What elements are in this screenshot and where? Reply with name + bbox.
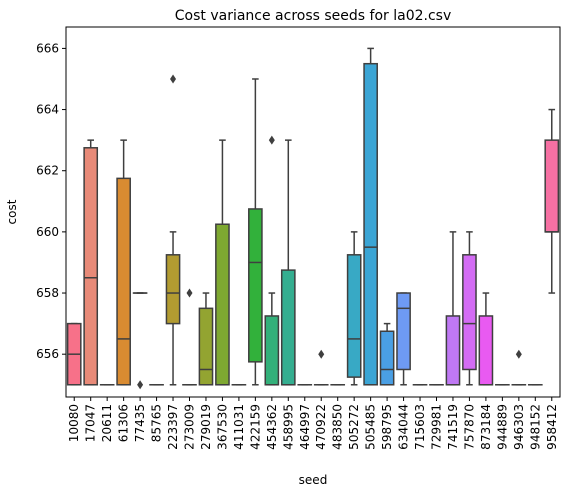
outlier — [137, 380, 144, 390]
x-tick-label: 598795 — [380, 404, 394, 450]
outlier — [186, 288, 193, 298]
box — [83, 147, 99, 386]
x-tick-label: 77435 — [133, 404, 147, 442]
x-tick-label: 367530 — [215, 404, 229, 450]
x-tick-label: 505485 — [364, 404, 378, 450]
x-tick-label: 17047 — [84, 404, 98, 442]
outlier — [318, 349, 325, 359]
outlier — [170, 74, 177, 84]
y-tick-label: 656 — [36, 347, 59, 361]
x-tick-label: 873184 — [479, 404, 493, 450]
x-tick-label: 757870 — [462, 404, 476, 450]
box — [346, 254, 362, 378]
x-axis-label: seed — [299, 473, 328, 487]
x-tick-label: 483850 — [331, 404, 345, 450]
x-tick-label: 411031 — [232, 404, 246, 450]
box — [280, 269, 296, 386]
y-tick-label: 662 — [36, 164, 59, 178]
box — [165, 254, 181, 325]
x-tick-label: 729981 — [430, 404, 444, 450]
x-tick-label: 958412 — [545, 404, 559, 450]
box — [215, 223, 230, 386]
x-tick-label: 741519 — [446, 404, 460, 450]
x-tick-label: 10080 — [67, 404, 81, 442]
box — [248, 208, 263, 363]
outlier — [268, 135, 275, 145]
box — [379, 330, 395, 386]
x-tick-label: 422159 — [248, 404, 262, 450]
x-tick-label: 85765 — [150, 404, 164, 442]
box — [198, 307, 214, 386]
x-tick-label: 946303 — [512, 404, 526, 450]
y-tick-label: 666 — [36, 41, 59, 55]
box — [264, 315, 280, 386]
y-tick-label: 660 — [36, 225, 59, 239]
box — [116, 177, 131, 386]
box — [544, 139, 560, 233]
x-tick-label: 223397 — [166, 404, 180, 450]
x-tick-label: 944889 — [495, 404, 509, 450]
x-tick-label: 273009 — [183, 404, 197, 450]
box — [445, 315, 461, 386]
x-tick-label: 470922 — [314, 404, 328, 450]
x-tick-label: 454362 — [265, 404, 279, 450]
x-tick-label: 61306 — [117, 404, 131, 442]
x-tick-label: 458995 — [281, 404, 295, 450]
x-tick-label: 715603 — [413, 404, 427, 450]
chart-title: Cost variance across seeds for la02.csv — [175, 8, 452, 24]
y-tick-label: 664 — [36, 103, 59, 117]
x-tick-label: 505272 — [347, 404, 361, 450]
x-tick-label: 634044 — [397, 404, 411, 450]
box — [396, 292, 411, 371]
plot-frame — [65, 26, 561, 398]
box — [363, 62, 378, 386]
x-tick-label: 20611 — [100, 404, 114, 442]
x-tick-label: 279019 — [199, 404, 213, 450]
outlier — [515, 349, 522, 359]
y-axis-label: cost — [5, 199, 19, 224]
y-tick-label: 658 — [36, 286, 59, 300]
box — [478, 315, 494, 386]
x-tick-label: 464997 — [298, 404, 312, 450]
x-tick-label: 948152 — [528, 404, 542, 450]
box — [462, 254, 477, 371]
